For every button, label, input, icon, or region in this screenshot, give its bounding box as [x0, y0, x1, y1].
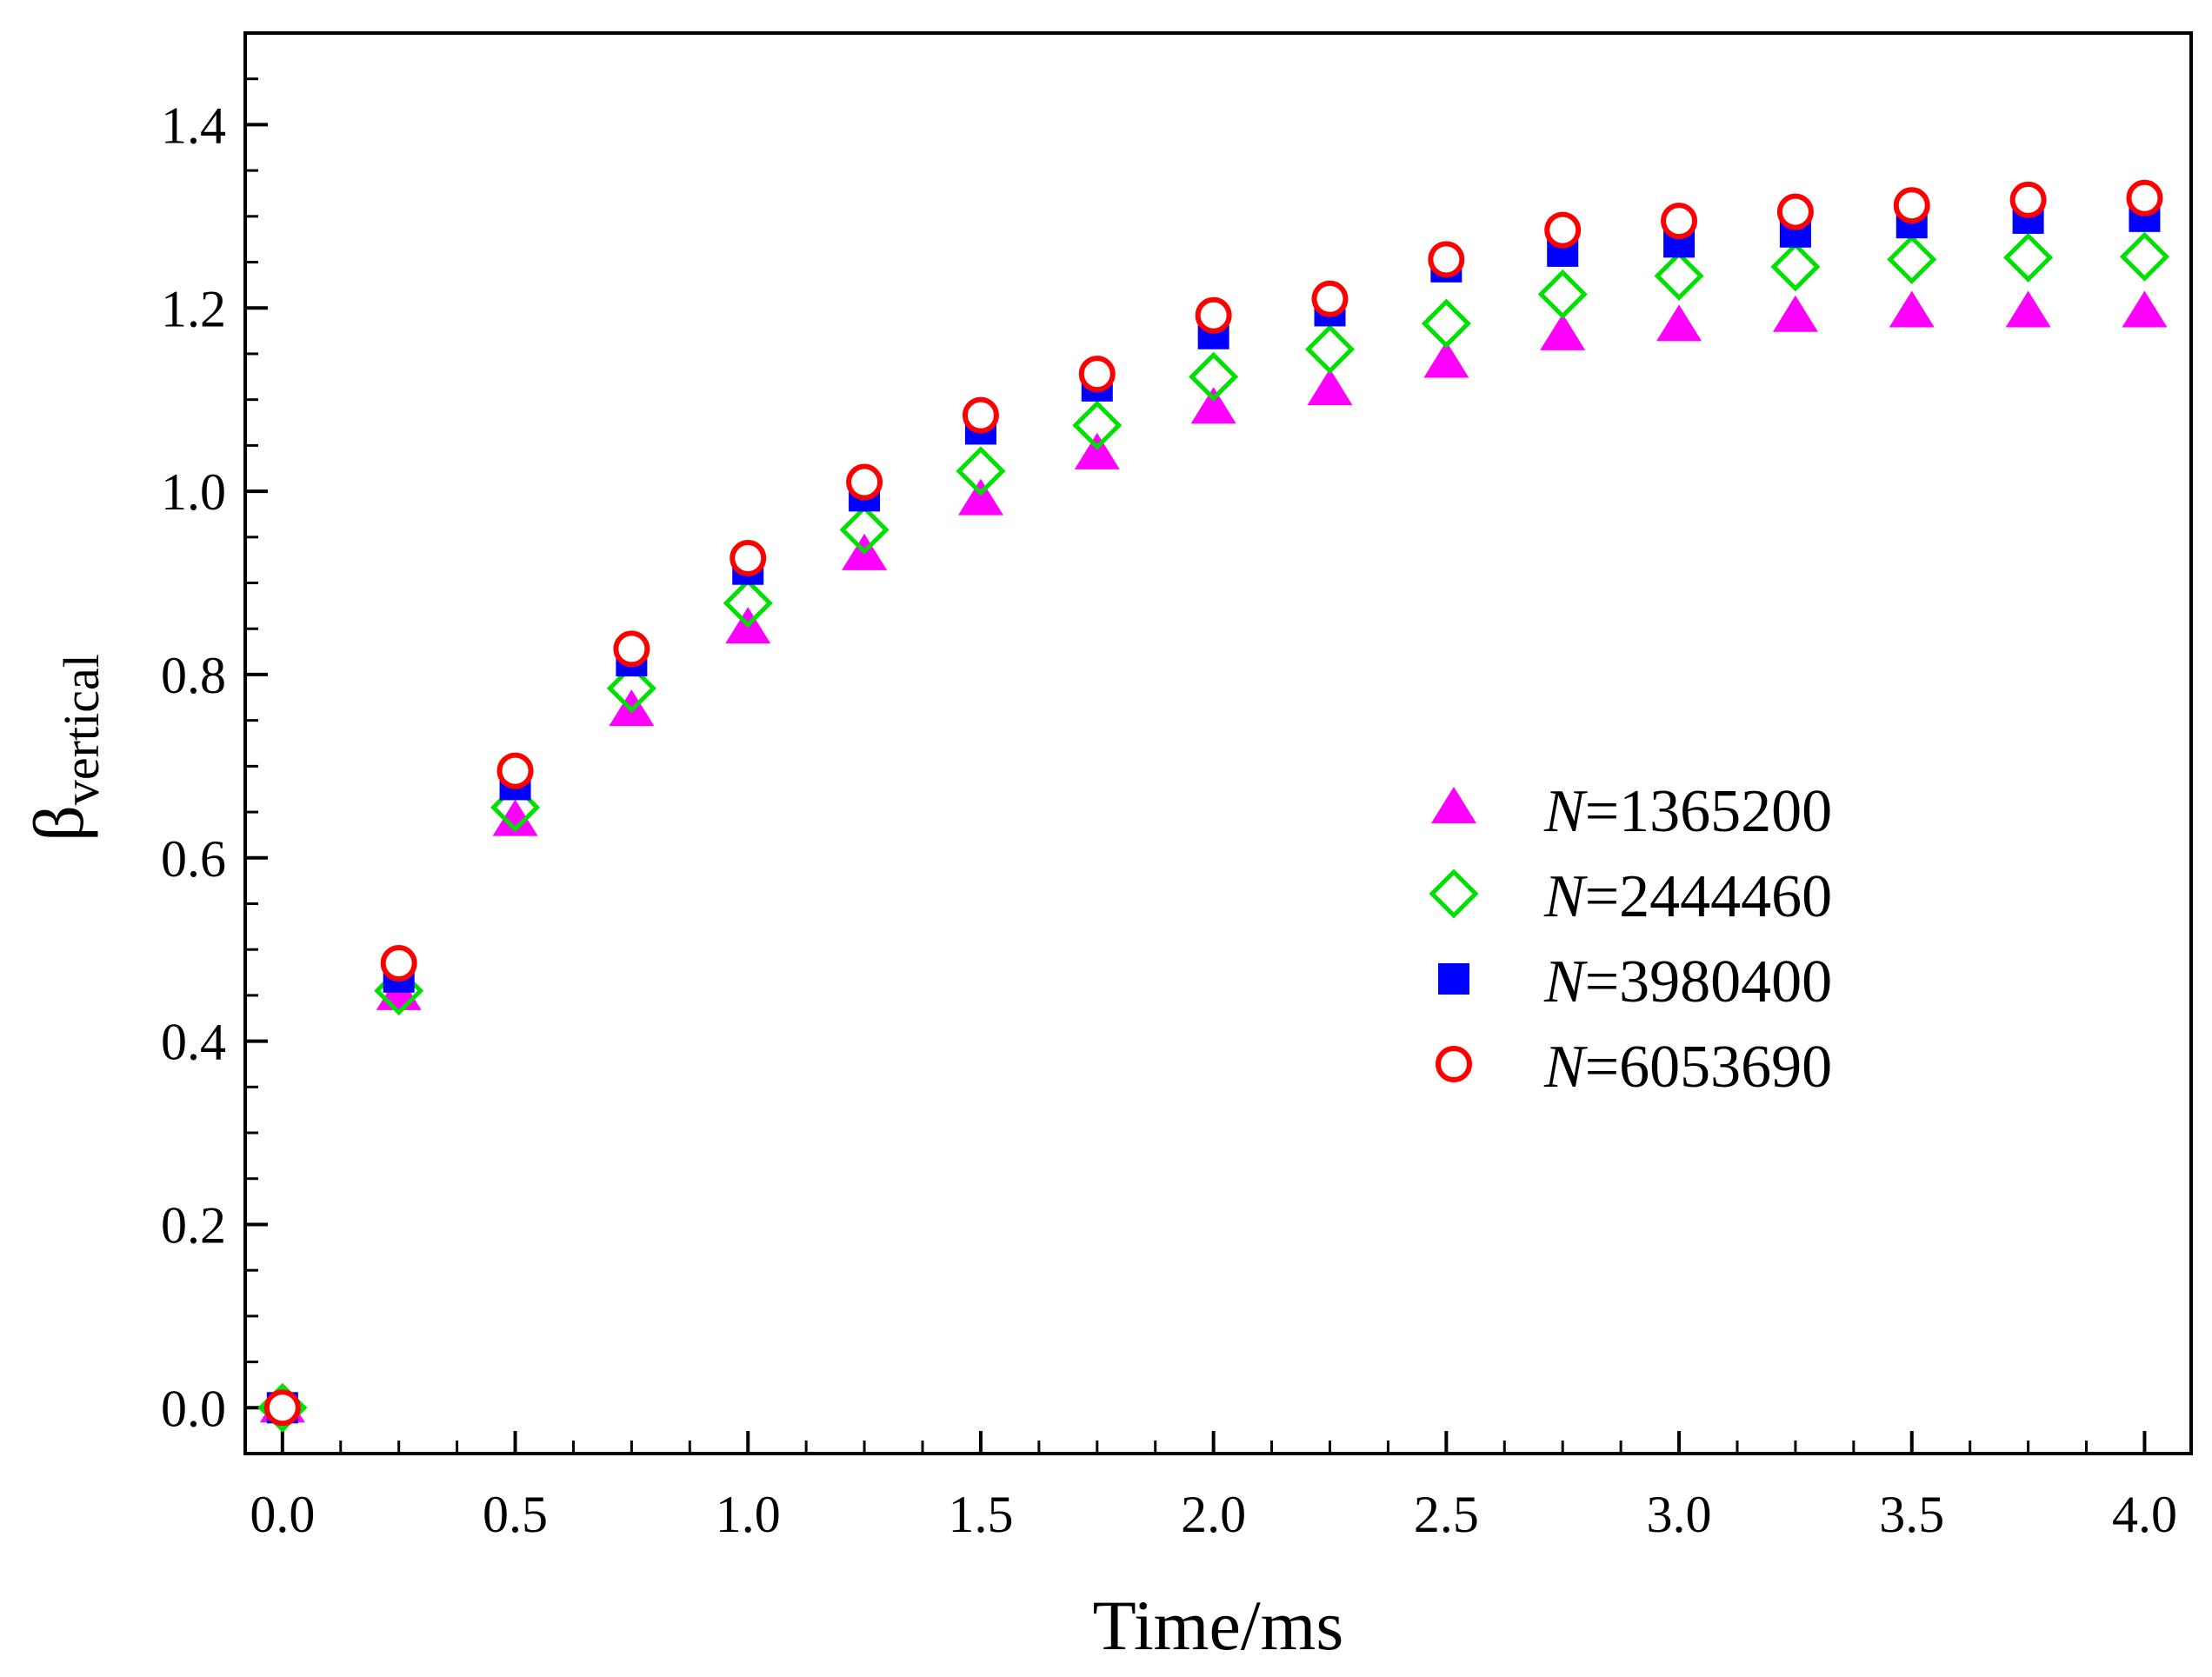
series-triangle [259, 290, 2168, 1423]
y-tick-label: 0.0 [161, 1380, 226, 1437]
data-point-circle [1661, 203, 1698, 240]
data-point-circle [1078, 356, 1116, 393]
data-point-diamond [1072, 400, 1123, 450]
legend-label-value: =2444460 [1585, 863, 1832, 930]
data-point-triangle [492, 799, 538, 836]
x-tick-label: 4.0 [2112, 1486, 2177, 1543]
data-point-diamond [1189, 351, 1239, 402]
y-tick-label: 1.4 [161, 96, 226, 154]
legend-marker-square [1438, 963, 1469, 995]
legend-label: N=3980400 [1543, 948, 1832, 1015]
data-point-triangle [1656, 304, 1702, 342]
legend-item: N=3980400 [1438, 948, 1832, 1015]
y-tick-label: 1.0 [161, 463, 226, 521]
data-point-circle [613, 630, 650, 668]
data-point-diamond [839, 504, 889, 555]
y-tick-label: 0.6 [161, 830, 226, 888]
x-tick-label: 0.5 [483, 1486, 548, 1543]
data-point-diamond [1304, 324, 1356, 375]
data-point-diamond [2119, 231, 2169, 282]
data-point-triangle [957, 478, 1003, 516]
data-point-triangle [2005, 290, 2051, 328]
legend-item: N=1365200 [1431, 778, 1832, 845]
x-tick-label: 1.0 [716, 1486, 781, 1543]
legend-label-variable: N [1543, 1034, 1588, 1101]
data-point-diamond [1537, 269, 1588, 319]
data-point-circle [2126, 179, 2163, 216]
x-tick-label: 1.5 [948, 1486, 1013, 1543]
y-tick-label: 0.2 [161, 1196, 226, 1254]
data-point-triangle [2122, 290, 2168, 328]
data-point-circle [962, 396, 999, 434]
legend-item: N=2444460 [1429, 863, 1832, 930]
y-axis-title-subscript: vertical [53, 654, 110, 805]
x-axis-ticks: 0.0 0.5 1.0 1.5 2.0 2.5 3.0 3.5 4.0 [250, 1431, 2177, 1543]
legend-label-variable: N [1543, 948, 1588, 1015]
legend-label-variable: N [1543, 863, 1588, 930]
data-point-triangle [1190, 387, 1236, 424]
legend-label-value: =1365200 [1585, 778, 1832, 845]
x-tick-label: 3.0 [1647, 1486, 1712, 1543]
x-tick-label: 2.5 [1414, 1486, 1479, 1543]
y-tick-label: 1.2 [161, 280, 226, 337]
data-point-circle [1544, 211, 1582, 249]
data-point-triangle [1772, 295, 1818, 332]
data-point-circle [263, 1389, 301, 1427]
x-tick-label: 3.5 [1879, 1486, 1944, 1543]
data-point-circle [846, 463, 883, 501]
data-point-triangle [1423, 341, 1469, 378]
legend-item: N=6053690 [1436, 1034, 1832, 1101]
data-point-circle [1776, 193, 1814, 230]
data-point-circle [496, 752, 534, 789]
series-layer [257, 179, 2169, 1433]
series-circle [263, 179, 2163, 1427]
y-axis-title-symbol: β [19, 805, 98, 842]
legend-label: N=6053690 [1543, 1034, 1832, 1101]
data-point-triangle [1074, 432, 1120, 469]
data-point-diamond [2003, 232, 2054, 283]
data-point-circle [730, 540, 767, 577]
data-point-diamond [1654, 250, 1704, 301]
legend-label: N=1365200 [1543, 778, 1832, 845]
legend-label-value: =6053690 [1585, 1034, 1832, 1101]
data-point-diamond [723, 578, 773, 629]
data-point-triangle [1307, 369, 1353, 406]
legend-label-variable: N [1543, 778, 1588, 845]
data-point-diamond [956, 446, 1006, 496]
data-point-diamond [1887, 234, 1937, 284]
data-point-diamond [1421, 298, 1471, 349]
data-point-circle [1893, 187, 1930, 224]
data-point-triangle [1889, 290, 1935, 328]
data-point-circle [1428, 241, 1465, 278]
data-point-circle [1311, 280, 1349, 317]
data-point-diamond [1770, 242, 1821, 292]
data-point-circle [380, 945, 417, 982]
plot-area-frame [243, 31, 2193, 1455]
x-tick-label: 0.0 [250, 1486, 315, 1543]
y-axis-title: βvertical [19, 654, 110, 842]
data-point-triangle [1540, 313, 1586, 350]
legend-label: N=2444460 [1543, 863, 1832, 930]
legend-marker-diamond [1429, 868, 1479, 919]
legend-marker-circle [1436, 1046, 1472, 1082]
y-tick-label: 0.4 [161, 1014, 226, 1071]
y-tick-label: 0.8 [161, 647, 226, 704]
legend-marker-triangle [1431, 787, 1476, 823]
legend-label-value: =3980400 [1585, 948, 1832, 1015]
data-point-circle [1195, 296, 1232, 334]
data-point-circle [2009, 181, 2047, 218]
series-square [266, 200, 2161, 1424]
data-point-diamond [490, 782, 541, 833]
y-axis-ticks: 0.0 0.2 0.4 0.6 0.8 1.0 1.2 1.4 [161, 31, 268, 1437]
data-point-diamond [606, 663, 656, 714]
x-tick-label: 2.0 [1181, 1486, 1246, 1543]
x-axis-title: Time/ms [1093, 1586, 1344, 1665]
